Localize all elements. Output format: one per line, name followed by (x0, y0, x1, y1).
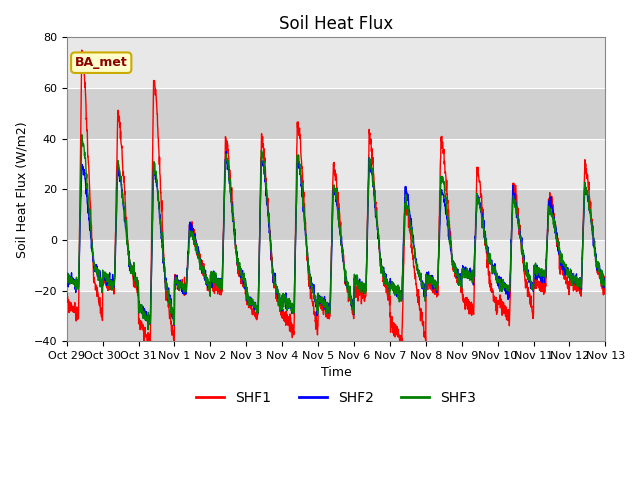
SHF2 (570, 281, 577, 287)
SHF1 (352, 295, 360, 300)
SHF2 (493, 271, 500, 277)
Line: SHF2: SHF2 (67, 152, 605, 325)
SHF3 (364, 218, 371, 224)
SHF1 (78, 47, 86, 53)
SHF1 (602, 289, 609, 295)
Line: SHF3: SHF3 (67, 135, 605, 330)
Title: Soil Heat Flux: Soil Heat Flux (279, 15, 393, 33)
X-axis label: Time: Time (321, 366, 351, 379)
Y-axis label: Soil Heat Flux (W/m2): Soil Heat Flux (W/m2) (15, 121, 28, 258)
SHF1 (214, 286, 221, 292)
SHF1 (364, 211, 371, 216)
SHF3 (493, 277, 500, 283)
SHF2 (170, 323, 178, 328)
Text: BA_met: BA_met (75, 56, 127, 69)
Bar (67, 88, 605, 139)
SHF1 (493, 304, 500, 310)
Bar (67, 189, 605, 240)
SHF3 (144, 327, 152, 333)
SHF2 (213, 281, 221, 287)
SHF2 (602, 281, 609, 287)
Line: SHF1: SHF1 (67, 50, 605, 341)
Legend: SHF1, SHF2, SHF3: SHF1, SHF2, SHF3 (191, 385, 482, 410)
SHF1 (140, 338, 148, 344)
SHF1 (63, 298, 70, 304)
SHF2 (364, 221, 371, 227)
SHF1 (570, 278, 577, 284)
SHF3 (63, 279, 70, 285)
SHF1 (554, 246, 562, 252)
SHF3 (352, 279, 360, 285)
SHF2 (554, 240, 562, 246)
SHF2 (222, 149, 230, 155)
SHF3 (570, 274, 577, 280)
SHF2 (63, 273, 70, 278)
SHF3 (554, 242, 562, 248)
SHF3 (214, 279, 221, 285)
SHF2 (352, 281, 360, 287)
SHF3 (602, 282, 609, 288)
Bar (67, 290, 605, 341)
SHF3 (78, 132, 86, 138)
